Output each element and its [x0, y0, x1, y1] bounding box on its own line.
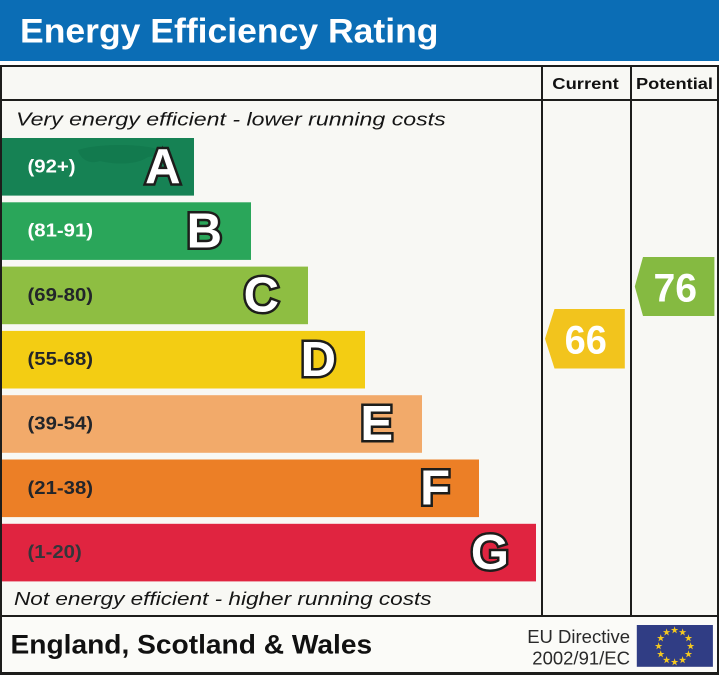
svg-text:Energy Efficiency Rating: Energy Efficiency Rating — [20, 13, 438, 50]
svg-text:D: D — [301, 333, 336, 387]
svg-text:C: C — [244, 269, 279, 323]
svg-text:F: F — [420, 462, 450, 516]
svg-text:Very energy efficient - lower: Very energy efficient - lower running co… — [16, 109, 446, 129]
svg-text:B: B — [187, 204, 222, 258]
svg-text:Not energy efficient - higher: Not energy efficient - higher running co… — [14, 589, 432, 610]
svg-text:(69-80): (69-80) — [28, 285, 94, 306]
svg-text:England, Scotland & Wales: England, Scotland & Wales — [11, 629, 373, 659]
svg-text:2002/91/EC: 2002/91/EC — [532, 648, 630, 669]
svg-text:66: 66 — [565, 319, 607, 363]
svg-text:E: E — [360, 397, 393, 451]
svg-text:EU Directive: EU Directive — [527, 626, 630, 647]
svg-text:Current: Current — [552, 74, 619, 93]
svg-text:(21-38): (21-38) — [28, 478, 94, 499]
svg-text:(92+): (92+) — [28, 156, 76, 177]
svg-text:A: A — [145, 140, 180, 194]
svg-text:Potential: Potential — [636, 74, 713, 93]
svg-text:76: 76 — [654, 266, 698, 310]
svg-text:(55-68): (55-68) — [28, 349, 94, 370]
svg-text:(81-91): (81-91) — [28, 220, 94, 241]
svg-text:G: G — [471, 526, 509, 580]
svg-text:(1-20): (1-20) — [28, 542, 82, 563]
svg-text:(39-54): (39-54) — [28, 413, 94, 434]
